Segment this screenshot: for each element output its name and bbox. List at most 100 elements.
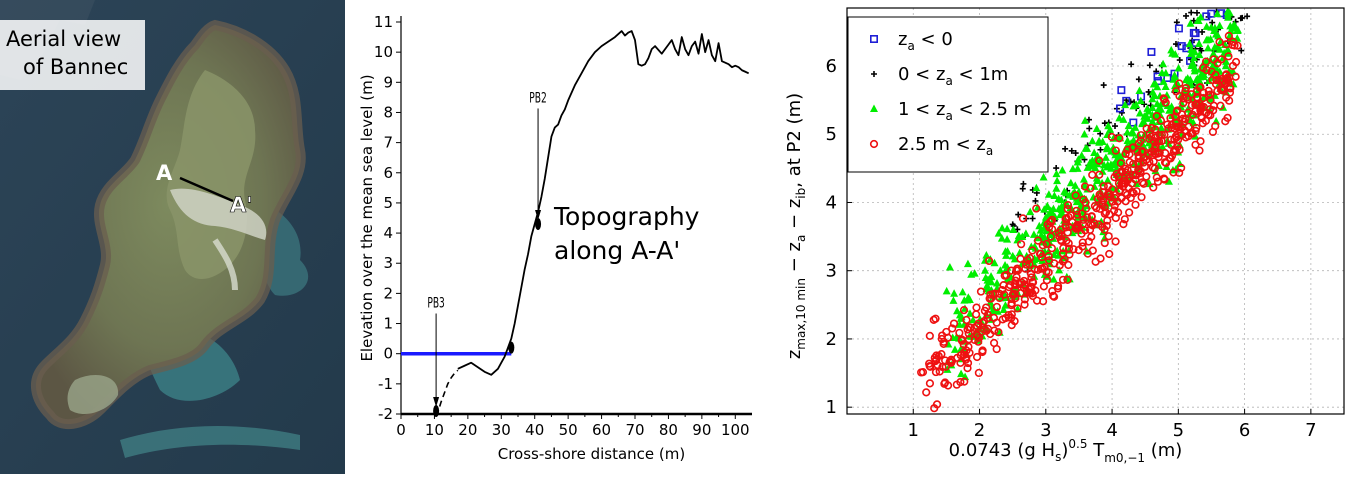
y-tick-label: 9	[383, 73, 393, 91]
data-point	[1189, 53, 1198, 62]
data-point	[985, 294, 994, 303]
data-point	[1196, 72, 1205, 81]
data-point	[1080, 129, 1089, 138]
data-point	[1191, 140, 1200, 149]
data-point	[994, 229, 1003, 237]
y-tick-label: 1	[826, 397, 837, 418]
data-point	[1121, 100, 1130, 109]
caption-line-2: of Bannec	[23, 55, 128, 79]
data-point	[1142, 111, 1151, 120]
data-point	[1135, 76, 1142, 83]
data-point	[955, 310, 964, 319]
data-point	[1088, 136, 1097, 145]
data-point	[1026, 288, 1035, 297]
data-point	[1148, 117, 1157, 125]
data-point	[1101, 120, 1108, 127]
data-point	[1145, 88, 1152, 95]
data-point	[1062, 145, 1069, 152]
data-point	[1103, 176, 1112, 184]
scatter-y-axis-label: zmax,10 min − za − zib, at P2 (m)	[784, 93, 808, 359]
data-point	[1195, 50, 1204, 59]
data-point	[1224, 52, 1233, 61]
data-point	[1102, 144, 1111, 153]
data-point	[1058, 165, 1067, 174]
data-point	[980, 256, 989, 264]
scatter-legend: za < 0 0 < za < 1m 1 < za < 2.5 m 2.5 m < z…	[847, 16, 1049, 173]
topography-marks: PB3 PB2	[401, 30, 752, 417]
data-point	[1100, 238, 1109, 248]
data-point	[1135, 86, 1144, 94]
data-point	[959, 306, 969, 315]
data-point	[962, 315, 971, 325]
data-point	[983, 281, 992, 289]
data-point	[1183, 12, 1190, 19]
data-point	[1190, 47, 1199, 56]
data-point	[1191, 126, 1200, 136]
data-point	[1124, 184, 1133, 193]
data-point	[1035, 249, 1045, 258]
data-point	[1088, 221, 1097, 230]
data-point	[1001, 247, 1010, 255]
y-tick-label: 1	[383, 315, 393, 333]
data-point	[1171, 50, 1180, 58]
data-point	[1020, 295, 1029, 304]
data-point	[1049, 275, 1058, 283]
data-point	[1224, 78, 1233, 87]
data-point	[1026, 269, 1036, 278]
data-point	[1177, 42, 1186, 51]
y-tick-label: 3	[826, 261, 837, 282]
data-point	[965, 309, 974, 317]
data-point	[1141, 101, 1148, 108]
data-point	[1083, 163, 1092, 171]
y-tick-label: 5	[383, 194, 393, 212]
data-point	[1153, 72, 1162, 81]
x-tick-label: 7	[1305, 420, 1316, 441]
data-point	[1057, 208, 1066, 217]
data-point	[992, 318, 1001, 327]
data-point	[1092, 204, 1101, 213]
data-point	[1203, 43, 1212, 52]
data-point	[1039, 172, 1048, 181]
data-point	[1038, 241, 1047, 250]
data-point	[1131, 200, 1140, 209]
data-point	[1037, 230, 1046, 239]
data-point	[1233, 26, 1242, 35]
data-point	[1165, 153, 1174, 163]
data-point	[1044, 190, 1053, 198]
y-tick-label: 6	[383, 164, 393, 182]
data-point	[977, 327, 987, 336]
data-point	[1111, 146, 1120, 155]
x-tick-label: 100	[721, 421, 750, 439]
data-point	[1127, 98, 1134, 105]
data-point	[943, 381, 953, 390]
data-point	[1053, 284, 1063, 293]
data-point	[1177, 163, 1186, 172]
data-point	[1111, 160, 1120, 168]
data-point	[1103, 216, 1112, 225]
data-point	[945, 263, 954, 271]
data-point	[1150, 91, 1159, 100]
data-point	[1081, 144, 1090, 152]
white-rock-band	[212, 238, 238, 291]
data-point	[978, 318, 988, 328]
data-point	[1110, 173, 1119, 182]
data-point	[1006, 280, 1015, 290]
data-point	[1116, 104, 1125, 113]
y-tick-label: -2	[378, 405, 393, 423]
data-point	[1129, 118, 1138, 127]
data-point	[1225, 83, 1234, 92]
data-point	[1046, 217, 1055, 226]
data-point	[972, 303, 981, 312]
data-point	[1016, 254, 1025, 263]
data-point	[984, 256, 994, 266]
data-point	[1027, 273, 1036, 282]
data-point	[960, 377, 969, 386]
data-point	[983, 314, 992, 323]
data-point	[1073, 221, 1082, 230]
data-point	[1031, 286, 1040, 295]
caption-box	[0, 20, 145, 90]
rocky-shore	[31, 19, 306, 430]
data-point	[1207, 67, 1216, 76]
data-point	[1072, 206, 1081, 215]
data-point	[1136, 96, 1145, 105]
